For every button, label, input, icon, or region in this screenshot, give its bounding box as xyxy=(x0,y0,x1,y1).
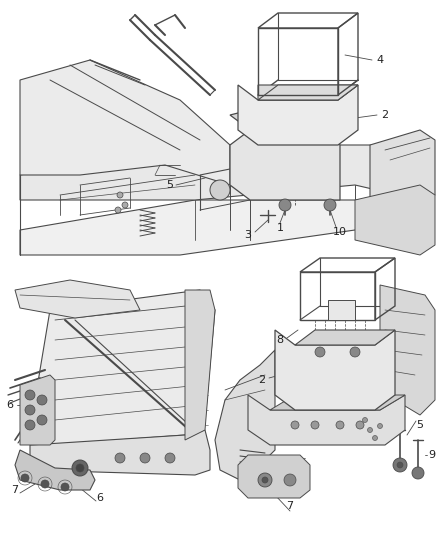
Circle shape xyxy=(115,207,121,213)
Circle shape xyxy=(117,192,123,198)
Polygon shape xyxy=(238,455,310,498)
Polygon shape xyxy=(370,130,435,200)
Circle shape xyxy=(356,421,364,429)
Circle shape xyxy=(363,417,367,423)
Polygon shape xyxy=(185,290,215,440)
Circle shape xyxy=(115,453,125,463)
Polygon shape xyxy=(15,280,140,318)
Circle shape xyxy=(311,421,319,429)
Text: 4: 4 xyxy=(376,55,384,65)
Circle shape xyxy=(367,427,372,432)
Text: 2: 2 xyxy=(381,110,389,120)
Polygon shape xyxy=(328,300,355,320)
Text: 8: 8 xyxy=(276,335,283,345)
Text: 5: 5 xyxy=(166,180,173,190)
Polygon shape xyxy=(295,330,395,345)
Circle shape xyxy=(21,474,29,482)
Circle shape xyxy=(393,458,407,472)
Circle shape xyxy=(25,420,35,430)
Circle shape xyxy=(315,347,325,357)
Text: 2: 2 xyxy=(258,375,265,385)
Polygon shape xyxy=(20,60,230,185)
Circle shape xyxy=(397,462,403,468)
Polygon shape xyxy=(20,145,420,200)
Text: 5: 5 xyxy=(417,420,424,430)
Polygon shape xyxy=(258,85,358,100)
Text: 7: 7 xyxy=(11,485,18,495)
Circle shape xyxy=(324,199,336,211)
Polygon shape xyxy=(20,200,420,255)
Text: 6: 6 xyxy=(7,400,14,410)
Circle shape xyxy=(37,415,47,425)
Circle shape xyxy=(165,453,175,463)
Polygon shape xyxy=(248,395,405,445)
Polygon shape xyxy=(20,375,55,445)
Polygon shape xyxy=(230,110,340,130)
Polygon shape xyxy=(258,85,358,100)
Polygon shape xyxy=(238,85,358,145)
Circle shape xyxy=(279,199,291,211)
Polygon shape xyxy=(215,350,275,480)
Circle shape xyxy=(76,464,84,472)
Circle shape xyxy=(72,460,88,476)
Circle shape xyxy=(25,405,35,415)
Polygon shape xyxy=(30,290,215,445)
Text: 3: 3 xyxy=(244,230,251,240)
Polygon shape xyxy=(230,130,340,200)
Circle shape xyxy=(25,390,35,400)
Circle shape xyxy=(291,421,299,429)
Circle shape xyxy=(350,347,360,357)
Circle shape xyxy=(378,424,382,429)
Circle shape xyxy=(284,474,296,486)
Circle shape xyxy=(336,421,344,429)
Polygon shape xyxy=(270,395,405,410)
Circle shape xyxy=(262,477,268,483)
Circle shape xyxy=(140,453,150,463)
Polygon shape xyxy=(380,285,435,415)
Circle shape xyxy=(372,435,378,440)
Text: 1: 1 xyxy=(276,223,283,233)
Text: 9: 9 xyxy=(428,450,435,460)
Text: 6: 6 xyxy=(96,493,103,503)
Polygon shape xyxy=(15,450,95,490)
Circle shape xyxy=(61,483,69,491)
Circle shape xyxy=(41,480,49,488)
Text: 7: 7 xyxy=(286,501,293,511)
Circle shape xyxy=(412,467,424,479)
Circle shape xyxy=(210,180,230,200)
Polygon shape xyxy=(275,330,395,410)
Circle shape xyxy=(37,395,47,405)
Circle shape xyxy=(258,473,272,487)
Circle shape xyxy=(122,202,128,208)
Text: 10: 10 xyxy=(333,227,347,237)
Polygon shape xyxy=(355,185,435,255)
Polygon shape xyxy=(30,430,210,475)
